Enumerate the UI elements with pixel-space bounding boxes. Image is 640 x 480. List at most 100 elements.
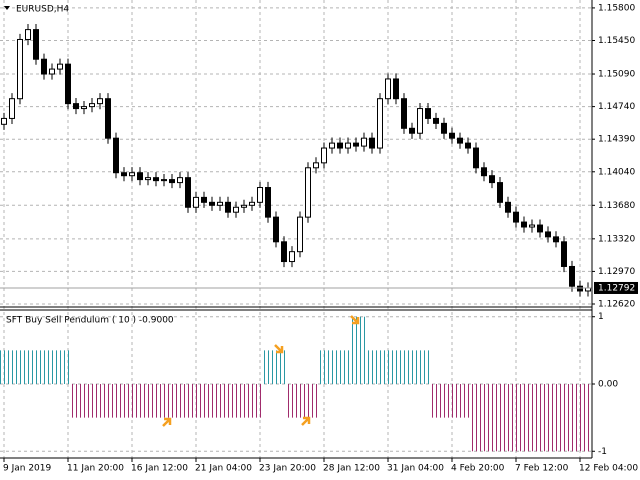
y-tick-label: 1.14390 — [598, 135, 635, 145]
title-icon — [4, 6, 10, 10]
candle-body — [337, 142, 343, 149]
candle-body — [225, 201, 231, 213]
histogram-bar — [488, 384, 496, 452]
candle-body — [505, 201, 511, 213]
histogram-bar — [328, 350, 336, 384]
histogram-bar — [296, 384, 304, 418]
candle-body — [417, 108, 423, 134]
x-tick-label: 12 Feb 04:00 — [579, 464, 638, 474]
histogram-bar — [56, 350, 64, 384]
candle-body — [257, 187, 263, 203]
y-tick-label: 1.13680 — [598, 201, 635, 211]
histogram-bar — [496, 384, 504, 452]
signal-arrow — [274, 344, 284, 354]
histogram-bar — [432, 384, 440, 418]
histogram-bar — [248, 384, 256, 418]
x-tick-label: 21 Jan 04:00 — [195, 464, 252, 474]
candle-body — [81, 106, 87, 110]
histogram-bar — [560, 384, 568, 452]
candle-body — [65, 63, 71, 105]
histogram-bar — [304, 384, 312, 418]
histogram-bar — [584, 384, 592, 452]
signal-arrow — [301, 416, 311, 426]
candle-body — [73, 103, 79, 110]
histogram-bar — [408, 350, 416, 384]
histogram-bar — [48, 350, 56, 384]
candle-body — [457, 137, 463, 144]
histogram-bar — [104, 384, 112, 418]
candle-body — [313, 162, 319, 169]
candle-body — [41, 58, 47, 75]
histogram-bar — [480, 384, 488, 452]
histogram-bar — [32, 350, 40, 384]
histogram-bar — [184, 384, 192, 418]
histogram-bar — [368, 350, 376, 384]
candle-body — [449, 132, 455, 139]
histogram-bar — [0, 350, 8, 384]
histogram-bar — [384, 350, 392, 384]
histogram-bar — [8, 350, 16, 384]
histogram-bar — [552, 384, 560, 452]
histogram-bar — [128, 384, 136, 418]
candle-body — [329, 142, 335, 149]
candle-body — [169, 179, 175, 184]
histogram-bar — [376, 350, 384, 384]
histogram-bar — [208, 384, 216, 418]
histogram-bar — [464, 384, 472, 418]
candle-body — [49, 68, 55, 75]
histogram-bar — [224, 384, 232, 418]
y-tick-label: 0.00 — [598, 380, 618, 390]
candle-body — [473, 147, 479, 169]
candle-body — [537, 224, 543, 233]
histogram-bar — [312, 384, 320, 418]
candle-body — [409, 127, 415, 134]
candle-body — [177, 177, 183, 184]
candle-body — [369, 137, 375, 149]
current-price-box — [594, 281, 638, 294]
histogram-bar — [544, 384, 552, 452]
candle-body — [129, 172, 135, 177]
candle-body — [561, 241, 567, 267]
x-tick-label: 4 Feb 20:00 — [451, 464, 505, 474]
signal-arrow — [162, 417, 172, 427]
candle-body — [305, 167, 311, 218]
candle-body — [113, 137, 119, 174]
candle-body — [545, 231, 551, 238]
histogram-bar — [536, 384, 544, 452]
candle-body — [185, 177, 191, 208]
histogram-bar — [336, 350, 344, 384]
histogram-bar — [40, 350, 48, 384]
y-tick-label: 1.13320 — [598, 234, 635, 244]
candle-body — [265, 187, 271, 218]
histogram-bar — [448, 384, 456, 418]
candle-body — [577, 285, 583, 292]
histogram-bar — [288, 384, 296, 418]
indicator-title: SFT Buy Sell Pendulum ( 10 ) -0.9000 — [6, 316, 174, 326]
candle-body — [321, 147, 327, 164]
histogram-bar — [72, 384, 80, 418]
candle-body — [89, 103, 95, 108]
candle-body — [241, 204, 247, 208]
histogram-bar — [144, 384, 152, 418]
candle-body — [441, 122, 447, 134]
candle-body — [497, 182, 503, 203]
histogram-bar — [528, 384, 536, 452]
candle-body — [481, 167, 487, 177]
histogram-bar — [352, 316, 360, 384]
histogram-bar — [576, 384, 584, 452]
histogram-bar — [392, 350, 400, 384]
candle-body — [425, 108, 431, 119]
candle-body — [145, 177, 151, 181]
candle-body — [465, 142, 471, 149]
histogram-bar — [88, 384, 96, 418]
candle-body — [137, 172, 143, 181]
candle-body — [297, 216, 303, 253]
histogram-bar — [360, 316, 368, 384]
y-tick-label: 1.15090 — [598, 70, 635, 80]
candle-body — [289, 251, 295, 263]
candle-body — [161, 179, 167, 182]
candle-body — [25, 29, 31, 40]
